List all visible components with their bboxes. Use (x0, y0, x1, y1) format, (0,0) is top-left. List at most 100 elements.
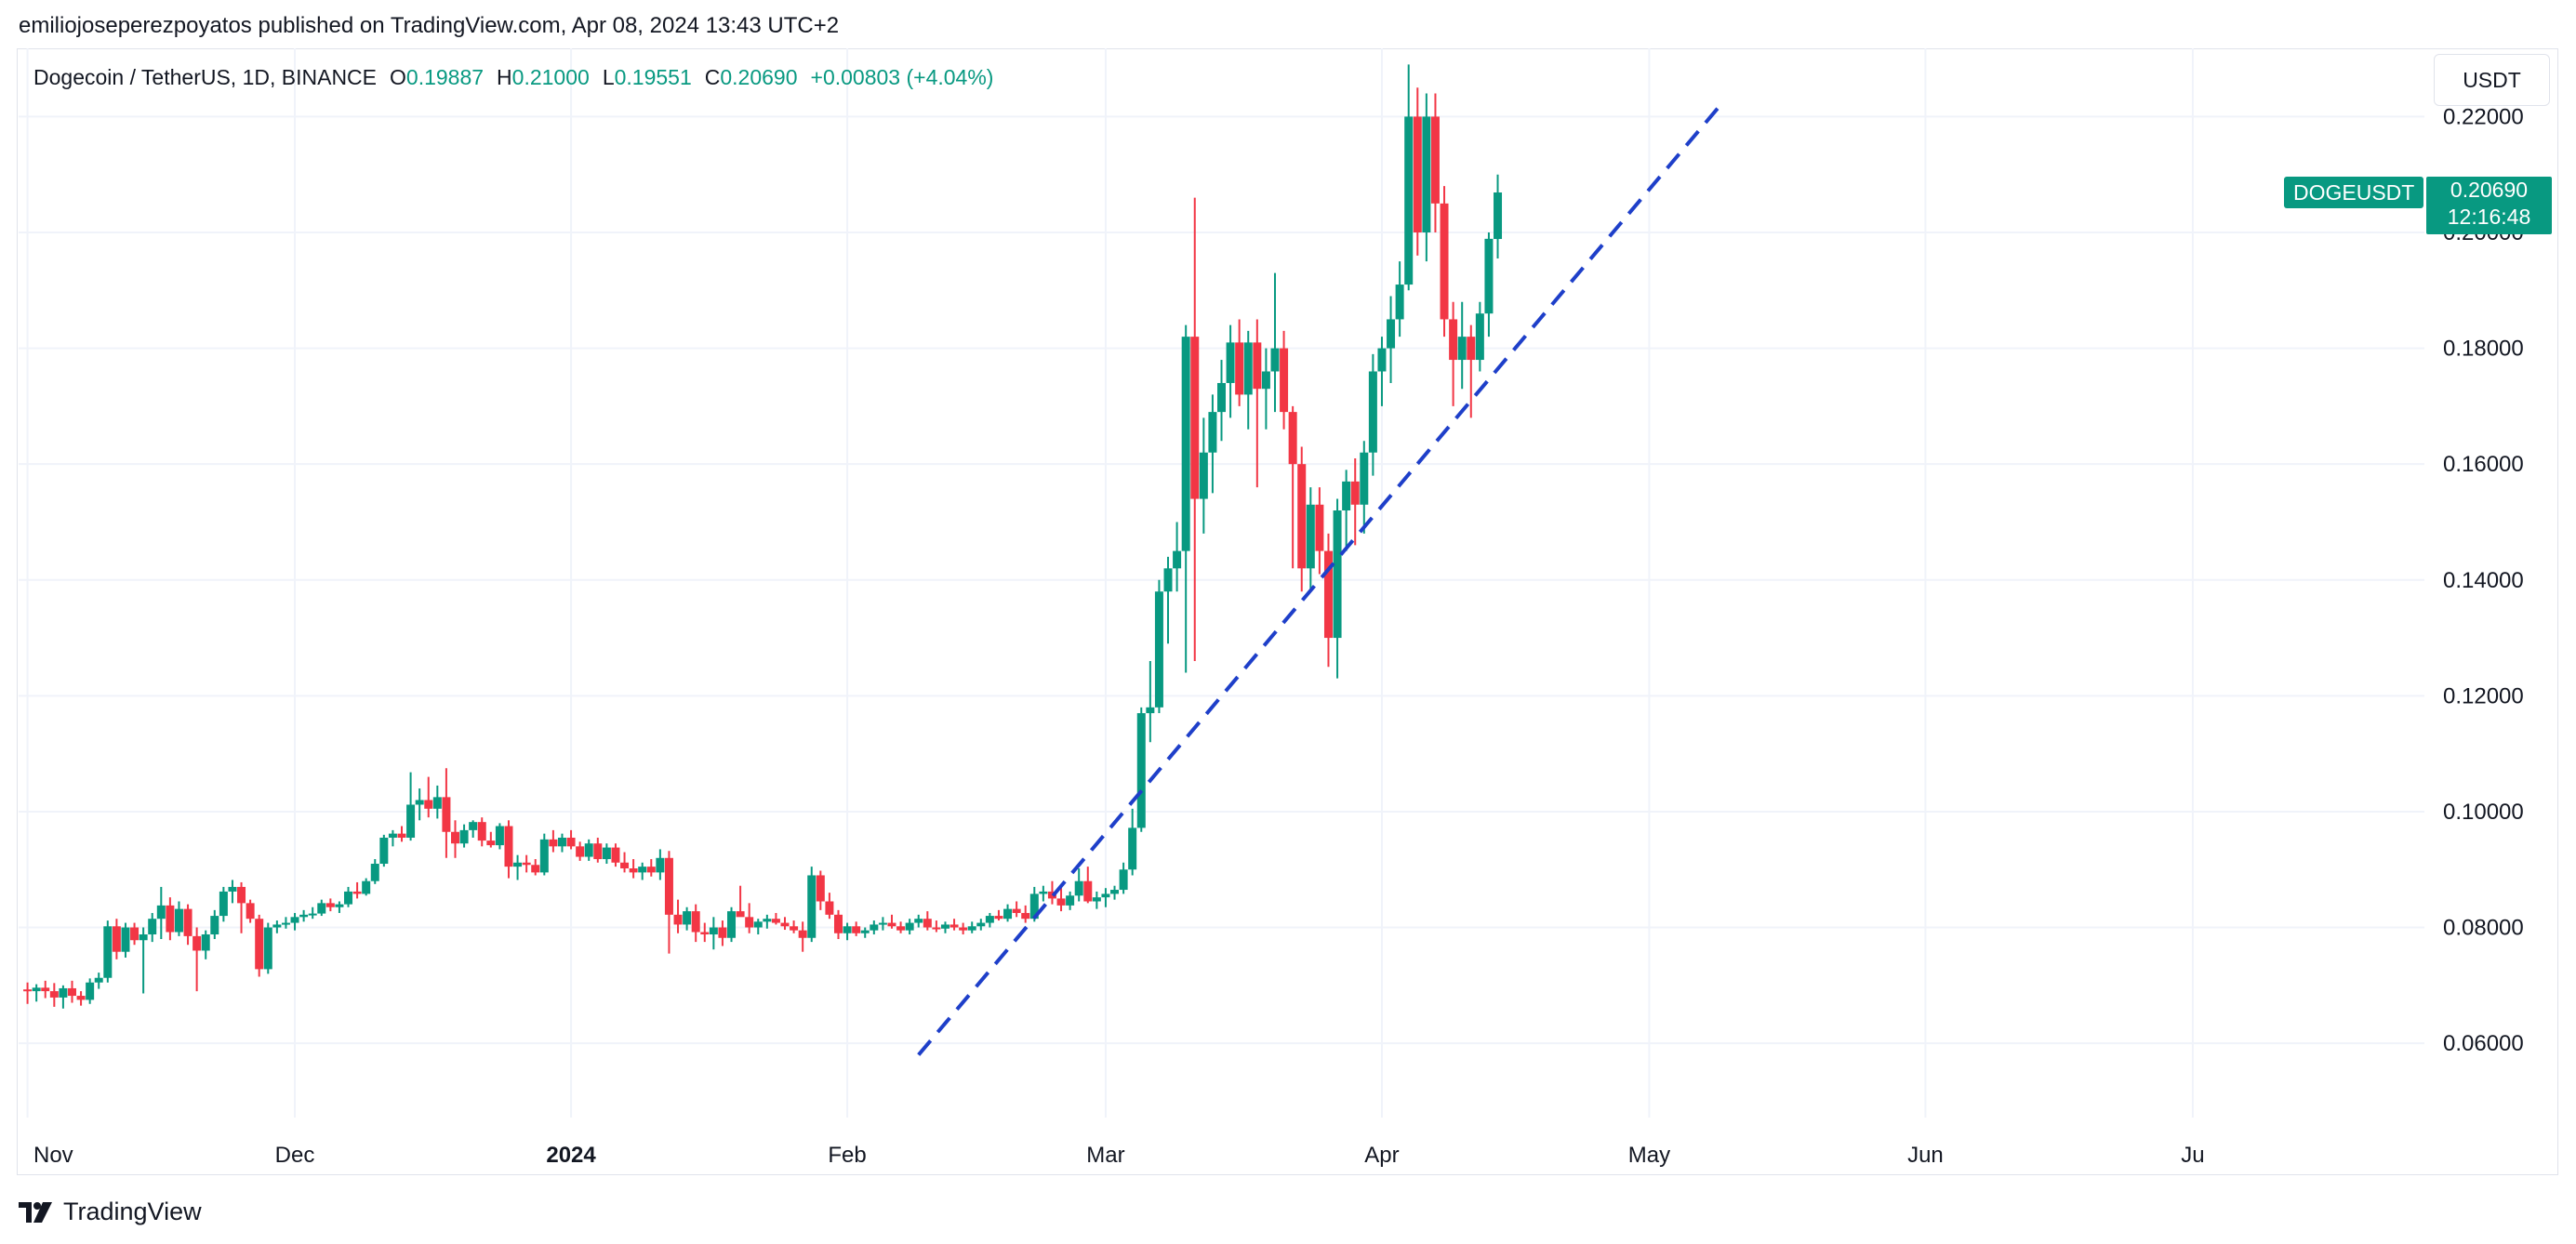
candle (1475, 301, 1484, 372)
candle (486, 831, 496, 848)
candle (1422, 93, 1431, 262)
bar-countdown: 12:16:48 (2447, 205, 2531, 230)
candle (299, 909, 309, 922)
y-tick-label: 0.16000 (2443, 452, 2524, 477)
candle-body (1404, 116, 1414, 285)
candle (1128, 808, 1137, 876)
candle (843, 922, 852, 941)
candle (1039, 885, 1048, 902)
candle (1003, 904, 1013, 922)
candle-body (1101, 893, 1110, 898)
candle-body (611, 847, 620, 863)
candle-body (771, 919, 780, 923)
candle (878, 917, 887, 931)
candle-body (495, 826, 504, 846)
candle-body (459, 829, 469, 844)
candle-body (798, 930, 807, 938)
candle-body (870, 924, 879, 931)
candle (1333, 498, 1342, 679)
candle (86, 978, 95, 1004)
candle-body (1181, 337, 1190, 551)
candle (1323, 533, 1333, 668)
candle-body (1342, 481, 1351, 511)
candle (237, 881, 246, 933)
candle-body (362, 880, 371, 894)
candle (477, 817, 486, 847)
candle-body (718, 927, 727, 938)
candle-body (1253, 342, 1262, 390)
candle (1083, 867, 1093, 904)
candle (1387, 296, 1396, 383)
candle-body (67, 987, 76, 997)
candle-body (1012, 908, 1021, 913)
candle (219, 886, 228, 922)
candle-body (450, 831, 459, 844)
candle-body (1243, 342, 1253, 395)
candle (1440, 186, 1449, 337)
x-tick-label: Nov (33, 1143, 73, 1168)
candle (103, 920, 113, 983)
candle (362, 878, 371, 896)
candle-body (148, 919, 157, 935)
currency-button[interactable]: USDT (2434, 54, 2550, 106)
x-tick-label: May (1628, 1143, 1670, 1168)
candle (1021, 905, 1030, 923)
candle-body (308, 913, 317, 916)
candle-body (183, 908, 193, 936)
candle-body (905, 922, 914, 931)
candle (397, 826, 406, 842)
candle (335, 901, 344, 913)
candle-body (736, 911, 745, 918)
publisher-line: emiliojoseperezpoyatos published on Trad… (19, 13, 840, 38)
y-axis: 0.220000.200000.180000.160000.140000.120… (2443, 104, 2524, 1056)
candle-body (1368, 371, 1377, 453)
candle (1199, 417, 1208, 534)
candle-body (1039, 891, 1048, 894)
candle-body (1226, 342, 1235, 383)
candle-body (281, 922, 290, 925)
candle-body (959, 927, 968, 931)
x-tick-label: Dec (275, 1143, 315, 1168)
candle-body (1173, 550, 1182, 569)
candle (531, 859, 540, 876)
candle-body (843, 926, 852, 933)
candle-body (816, 875, 825, 902)
candle-body (59, 987, 68, 998)
candle (1467, 324, 1476, 418)
candle-body (486, 840, 496, 846)
candle (1056, 888, 1066, 912)
candle-body (1136, 713, 1146, 828)
candle (1315, 487, 1324, 575)
candle-body (379, 837, 389, 865)
candle-body (513, 862, 523, 867)
candle-body (852, 926, 861, 933)
brand-footer[interactable]: TradingView (19, 1198, 202, 1226)
candle-body (193, 935, 202, 951)
symbol-price-label: DOGEUSDT (2284, 177, 2424, 209)
candle (183, 904, 193, 946)
candle-body (539, 839, 549, 873)
legend-change: +0.00803 (+4.04%) (810, 65, 994, 89)
candle-body (32, 987, 41, 992)
candle (432, 785, 442, 819)
candle-body (780, 922, 790, 927)
candle (308, 907, 317, 920)
candle (629, 859, 638, 879)
candle-body (112, 926, 121, 952)
candle-body (1021, 912, 1030, 920)
candle-body (432, 797, 442, 809)
candle-body (745, 917, 754, 928)
candle-body (985, 916, 994, 923)
candle-body (174, 908, 183, 933)
candle-body (1092, 897, 1101, 902)
candle-body (1377, 348, 1387, 372)
candle (228, 880, 237, 904)
candle-body (557, 837, 566, 847)
candle-body (397, 833, 406, 838)
candle-body (940, 924, 949, 929)
candle-body (504, 826, 513, 867)
candle (790, 920, 799, 933)
candle (246, 899, 255, 923)
candle (816, 870, 825, 910)
